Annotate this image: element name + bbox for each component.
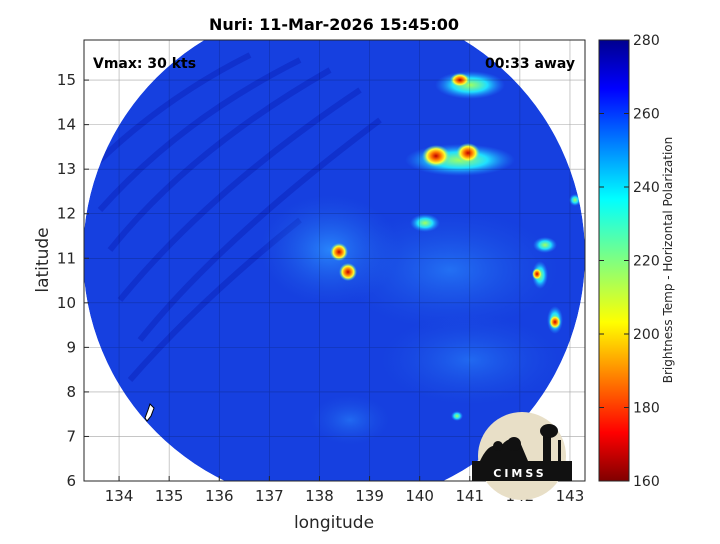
colorbar-tick-label: 180: [633, 401, 660, 417]
map-title: Nuri: 11-Mar-2026 15:45:00: [209, 15, 459, 34]
x-tick-label: 138: [305, 487, 334, 505]
y-tick-label: 9: [66, 338, 76, 356]
x-tick-label: 139: [355, 487, 384, 505]
y-tick-label: 12: [57, 205, 76, 223]
x-axis-label: longitude: [294, 513, 374, 533]
cimss-logo: CIMSS: [472, 412, 572, 500]
y-tick-label: 10: [57, 294, 76, 312]
y-tick-label: 14: [57, 116, 76, 134]
x-tick-label: 135: [155, 487, 184, 505]
x-tick-labels: 134135136137138139140141142143: [105, 476, 585, 505]
colorbar-tick-labels: 280 260 240 220 200 180 160: [599, 33, 660, 490]
x-tick-label: 143: [556, 487, 585, 505]
x-tick-label: 136: [205, 487, 234, 505]
colorbar-tick-label: 280: [633, 33, 660, 49]
y-tick-label: 11: [57, 249, 76, 267]
colorbar-tick-label: 200: [633, 327, 660, 343]
axes-frame: [83, 39, 586, 482]
vmax-label: Vmax: 30 kts: [93, 56, 196, 72]
x-tick-label: 141: [455, 487, 484, 505]
x-tick-label: 137: [255, 487, 284, 505]
y-tick-label: 15: [57, 71, 76, 89]
y-tick-label: 13: [57, 160, 76, 178]
colorbar-tick-label: 240: [633, 180, 660, 196]
island-outline: [144, 403, 155, 422]
y-tick-label: 8: [66, 383, 76, 401]
y-tick-label: 6: [66, 472, 76, 490]
cimss-logo-text: CIMSS: [493, 467, 546, 480]
x-tick-label: 140: [405, 487, 434, 505]
time-away-label: 00:33 away: [485, 56, 575, 72]
y-tick-label: 7: [66, 427, 76, 445]
colorbar-tick-label: 260: [633, 107, 660, 123]
colorbar-tick-label: 160: [633, 474, 660, 490]
colorbar-label: Brightness Temp - Horizontal Polarizatio…: [661, 137, 675, 384]
y-tick-labels: 6 7 8 9 10 11 12 13 14 15: [57, 71, 89, 490]
x-tick-label: 134: [105, 487, 134, 505]
y-axis-label: latitude: [33, 227, 53, 292]
colorbar-tick-label: 220: [633, 254, 660, 270]
satellite-swath: [84, 40, 585, 481]
